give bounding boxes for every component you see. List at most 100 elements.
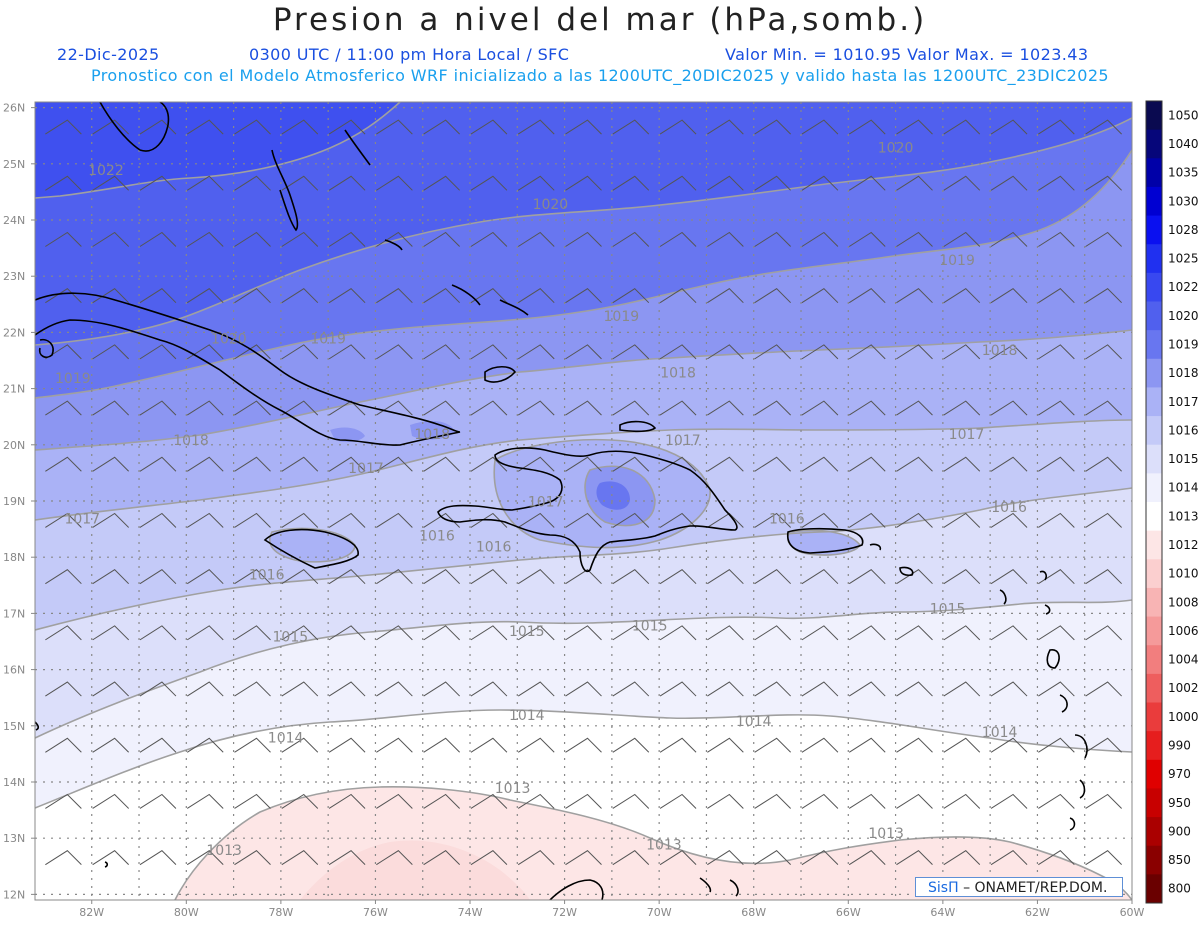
wind-barb (186, 231, 224, 247)
coast-antilles-8 (1069, 817, 1076, 831)
wind-barb (565, 175, 602, 191)
wind-barb (1085, 231, 1122, 247)
wind-barb (1038, 288, 1075, 304)
latitude-label: 15N (3, 720, 25, 733)
wind-barb (801, 456, 839, 472)
wind-barb (234, 681, 271, 697)
contour-label: 1015 (930, 601, 966, 617)
colorbar-swatch (1146, 215, 1162, 245)
wind-barb (612, 175, 650, 191)
colorbar-swatch (1146, 788, 1162, 818)
wind-barb (186, 569, 224, 585)
wind-barb (328, 625, 366, 641)
coast-south-america (549, 879, 604, 900)
longitude-label: 70W (647, 906, 672, 919)
latitude-label: 25N (3, 158, 25, 171)
wind-barb (139, 344, 177, 360)
wind-barb (707, 850, 744, 866)
wind-barb (470, 737, 508, 753)
band-1020 (35, 102, 1132, 345)
contour-label: 1017 (665, 433, 701, 449)
wind-barb (659, 793, 697, 809)
coast-south-america-2 (699, 877, 712, 893)
colorbar-label: 1000 (1168, 710, 1199, 724)
colorbar-swatch (1146, 387, 1162, 417)
colorbar-swatch (1146, 731, 1162, 761)
wind-barb (517, 793, 555, 809)
colorbar-label: 950 (1168, 796, 1191, 810)
wind-barb (45, 175, 82, 191)
wind-barb (139, 569, 177, 585)
contour-label: 1015 (273, 629, 309, 645)
colorbar-label: 1010 (1168, 567, 1199, 581)
coast-isla-juventud (38, 338, 54, 358)
colorbar-label: 1008 (1168, 595, 1199, 609)
wind-barb (801, 681, 839, 697)
colorbar-swatch (1146, 559, 1162, 589)
longitude-label: 68W (741, 906, 766, 919)
wind-barb (45, 288, 82, 304)
wind-barb (754, 850, 791, 866)
coast-cuba (35, 292, 461, 446)
wind-barb (234, 119, 271, 135)
wind-barb (234, 344, 271, 360)
wind-barb (707, 625, 744, 641)
wind-barb (612, 231, 650, 247)
wind-barb (990, 456, 1028, 472)
colorbar-swatch (1146, 502, 1162, 532)
wind-barb (517, 512, 555, 528)
coast-small-1 (619, 420, 657, 433)
wind-barb (376, 288, 413, 304)
wind-barb (896, 344, 933, 360)
credit-box: SisΠ – ONAMET/REP.DOM. (915, 877, 1123, 897)
pressure-fill-bands (35, 102, 1132, 900)
wind-barb (234, 737, 271, 753)
colorbar-swatch (1146, 444, 1162, 474)
wind-barb (707, 681, 744, 697)
wind-barb (990, 850, 1028, 866)
colorbar-label: 1012 (1168, 538, 1199, 552)
wind-barb (943, 288, 981, 304)
wind-barb (659, 512, 697, 528)
contour-label: 1019 (939, 253, 975, 269)
wind-barb (896, 400, 933, 416)
contour-label: 1018 (173, 433, 209, 449)
wind-barb (470, 456, 508, 472)
wind-barb (801, 175, 839, 191)
wind-barb (376, 175, 413, 191)
contour-label: 1017 (348, 461, 384, 477)
wind-barb (848, 512, 886, 528)
wind-barb (943, 231, 981, 247)
colorbar-swatch (1146, 587, 1162, 618)
colorbar-label: 1035 (1168, 166, 1199, 180)
wind-barb (659, 625, 697, 641)
wind-barb (234, 569, 271, 585)
wind-barb (423, 512, 461, 528)
coast-bahamas-4 (451, 284, 481, 306)
wind-barb (1085, 681, 1122, 697)
wind-barb (1085, 793, 1122, 809)
wind-barb (565, 288, 602, 304)
wind-barb (470, 850, 508, 866)
colorbar-swatch (1146, 645, 1162, 675)
wind-barb (612, 850, 650, 866)
wind-barb (92, 400, 130, 416)
wind-barb (376, 231, 413, 247)
wind-barb (328, 344, 366, 360)
wind-barb (990, 625, 1028, 641)
wind-barb (470, 681, 508, 697)
wind-barb (990, 793, 1028, 809)
colorbar-swatch (1146, 817, 1162, 847)
colorbar-swatch (1146, 244, 1162, 274)
wind-barb (234, 231, 271, 247)
wind-barb (423, 175, 461, 191)
coast-antilles-5 (1059, 694, 1068, 713)
colorbar-swatch (1146, 616, 1162, 646)
wind-barb (801, 793, 839, 809)
wind-barb (281, 737, 319, 753)
wind-barb (376, 625, 413, 641)
wind-barb (754, 231, 791, 247)
wind-barb (470, 119, 508, 135)
wind-barb (470, 400, 508, 416)
